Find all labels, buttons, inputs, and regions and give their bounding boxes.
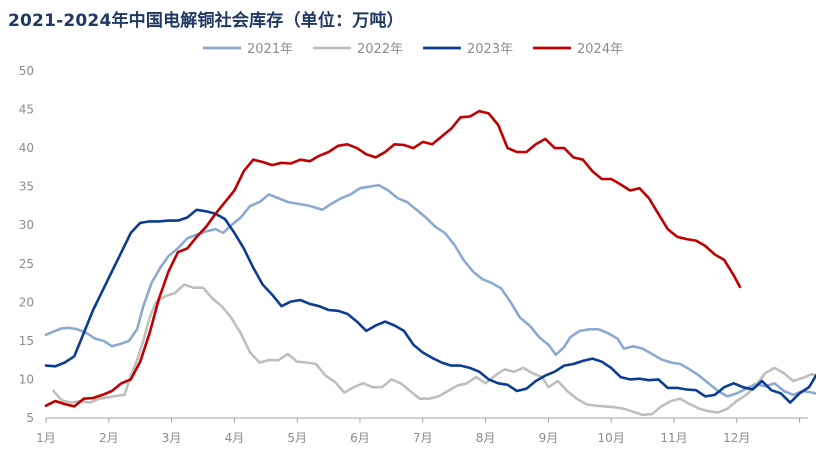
legend-label: 2024年 bbox=[577, 42, 623, 57]
x-tick-label: 1月 bbox=[36, 431, 56, 445]
series-line-2021年 bbox=[44, 183, 816, 398]
legend-label: 2023年 bbox=[467, 42, 513, 57]
x-tick-label: 4月 bbox=[225, 431, 245, 445]
chart-title: 2021-2024年中国电解铜社会库存（单位：万吨） bbox=[8, 11, 404, 31]
series-line-2023年 bbox=[44, 208, 816, 404]
series-line-2022年 bbox=[52, 283, 816, 417]
legend-label: 2022年 bbox=[357, 42, 403, 57]
y-tick-label: 15 bbox=[19, 334, 34, 348]
x-tick-label: 2月 bbox=[99, 431, 119, 445]
x-tick-label: 8月 bbox=[476, 431, 496, 445]
chart-lines bbox=[44, 109, 816, 417]
y-tick-label: 30 bbox=[19, 218, 34, 232]
series-line-2024年 bbox=[44, 109, 742, 408]
x-tick-label: 11月 bbox=[660, 431, 687, 445]
x-tick-label: 5月 bbox=[287, 431, 307, 445]
y-tick-label: 50 bbox=[19, 64, 34, 78]
y-tick-label: 40 bbox=[19, 141, 34, 155]
x-tick-label: 6月 bbox=[350, 431, 370, 445]
y-tick-label: 35 bbox=[19, 180, 34, 194]
chart-legend: 2021年 2022年 2023年 2024年 bbox=[203, 42, 623, 57]
y-tick-label: 25 bbox=[19, 257, 34, 271]
x-tick-label: 3月 bbox=[162, 431, 182, 445]
y-tick-label: 45 bbox=[19, 103, 34, 117]
legend-label: 2021年 bbox=[247, 42, 293, 57]
y-tick-label: 10 bbox=[19, 372, 34, 386]
y-tick-label: 5 bbox=[26, 411, 34, 425]
x-tick-label: 9月 bbox=[539, 431, 559, 445]
x-tick-label: 10月 bbox=[598, 431, 625, 445]
x-tick-label: 7月 bbox=[413, 431, 433, 445]
chart-axes: 5 10 15 20 25 30 35 40 45 50 1月 2月 3月 4月 5月 6月 7月 8月 9月 10月… bbox=[19, 64, 808, 445]
x-tick-label: 12月 bbox=[723, 431, 750, 445]
y-tick-label: 20 bbox=[19, 295, 34, 309]
